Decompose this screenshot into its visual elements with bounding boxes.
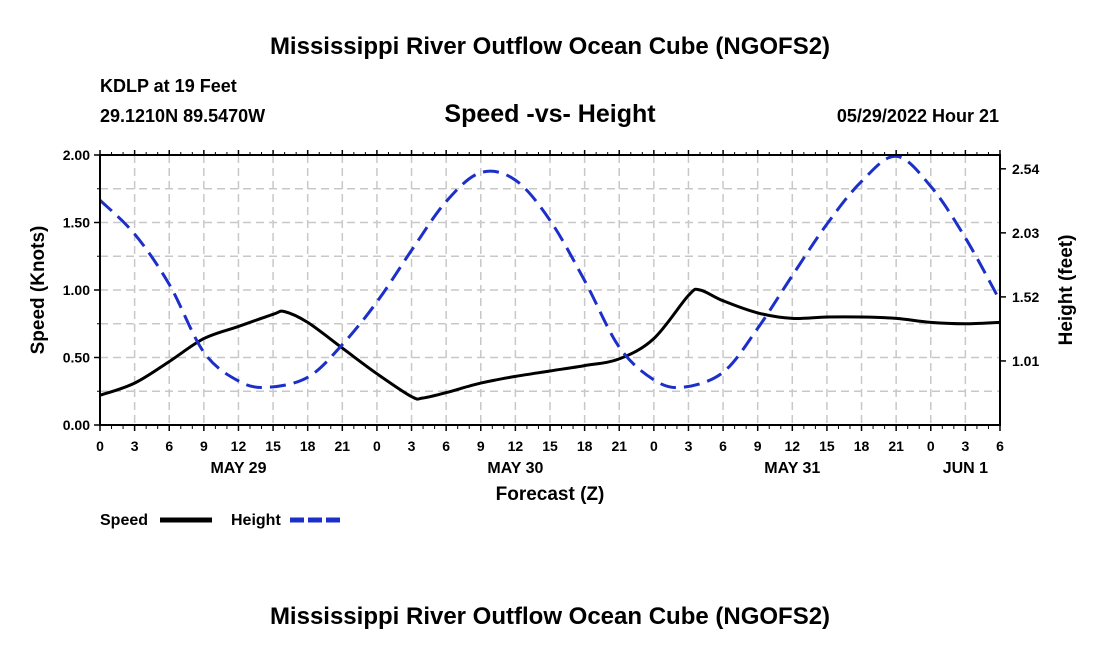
x-tick-label: 3 [685, 438, 693, 454]
x-tick-label: 0 [373, 438, 381, 454]
y-axis-label: Speed (Knots) [28, 226, 49, 355]
forecast-datetime: 05/29/2022 Hour 21 [836, 106, 999, 126]
y2-tick-label: 2.03 [1012, 225, 1039, 241]
date-label: MAY 30 [487, 460, 543, 477]
x-tick-label: 18 [300, 438, 316, 454]
x-tick-label: 18 [854, 438, 870, 454]
x-tick-label: 15 [265, 438, 281, 454]
date-label: MAY 29 [210, 460, 266, 477]
grid-lines [100, 155, 1000, 425]
y-tick-label: 1.50 [63, 215, 90, 231]
x-tick-label: 9 [200, 438, 208, 454]
series-lines [98, 154, 1002, 401]
x-tick-label: 12 [785, 438, 801, 454]
x-tick-label: 0 [96, 438, 104, 454]
x-tick-label: 6 [442, 438, 450, 454]
y-tick-label: 1.00 [63, 282, 90, 298]
chart-subtitle: Speed -vs- Height [444, 100, 656, 128]
date-label: MAY 31 [764, 460, 820, 477]
x-tick-label: 18 [577, 438, 593, 454]
speed-height-chart: 0 3 6 9 12 15 18 21 0 3 6 9 12 15 18 21 0 3 6 9 12 15 18 21 0 3 6 0… [28, 147, 1077, 529]
tick-marks: 0 3 6 9 12 15 18 21 0 3 6 9 12 15 18 21 0 3 6 9 12 15 18 21 0 3 6 0… [63, 147, 1040, 477]
y2-axis-label: Height (feet) [1056, 235, 1077, 346]
series-line-height [98, 154, 1002, 390]
y-tick-label: 0.00 [63, 417, 90, 433]
x-tick-label: 12 [231, 438, 247, 454]
x-tick-label: 0 [650, 438, 658, 454]
legend-height-label: Height [231, 512, 281, 529]
x-tick-label: 3 [408, 438, 416, 454]
series-line-speed [99, 287, 1001, 401]
x-tick-label: 3 [961, 438, 969, 454]
y-tick-label: 2.00 [63, 147, 90, 163]
x-tick-label: 3 [131, 438, 139, 454]
chart-title-top: Mississippi River Outflow Ocean Cube (NG… [269, 33, 831, 60]
x-tick-label: 6 [996, 438, 1004, 454]
chart-title-bottom: Mississippi River Outflow Ocean Cube (NG… [269, 603, 831, 630]
x-tick-label: 12 [508, 438, 524, 454]
x-tick-label: 15 [819, 438, 835, 454]
x-tick-label: 0 [927, 438, 935, 454]
x-axis-label: Forecast (Z) [496, 484, 605, 505]
legend-speed-label: Speed [100, 512, 148, 529]
coordinates-label: 29.1210N 89.5470W [100, 106, 266, 126]
x-tick-label: 9 [477, 438, 485, 454]
x-tick-label: 21 [335, 438, 351, 454]
x-tick-label: 15 [542, 438, 558, 454]
x-tick-label: 6 [165, 438, 173, 454]
x-tick-label: 9 [754, 438, 762, 454]
date-label: JUN 1 [943, 460, 988, 477]
y2-tick-label: 2.54 [1012, 161, 1039, 177]
x-tick-label: 21 [611, 438, 627, 454]
y2-tick-label: 1.52 [1012, 289, 1039, 305]
y2-tick-label: 1.01 [1012, 353, 1039, 369]
station-label: KDLP at 19 Feet [100, 76, 237, 96]
legend: Speed Height [100, 512, 342, 529]
x-tick-label: 6 [719, 438, 727, 454]
y-tick-label: 0.50 [63, 350, 90, 366]
x-tick-label: 21 [888, 438, 904, 454]
